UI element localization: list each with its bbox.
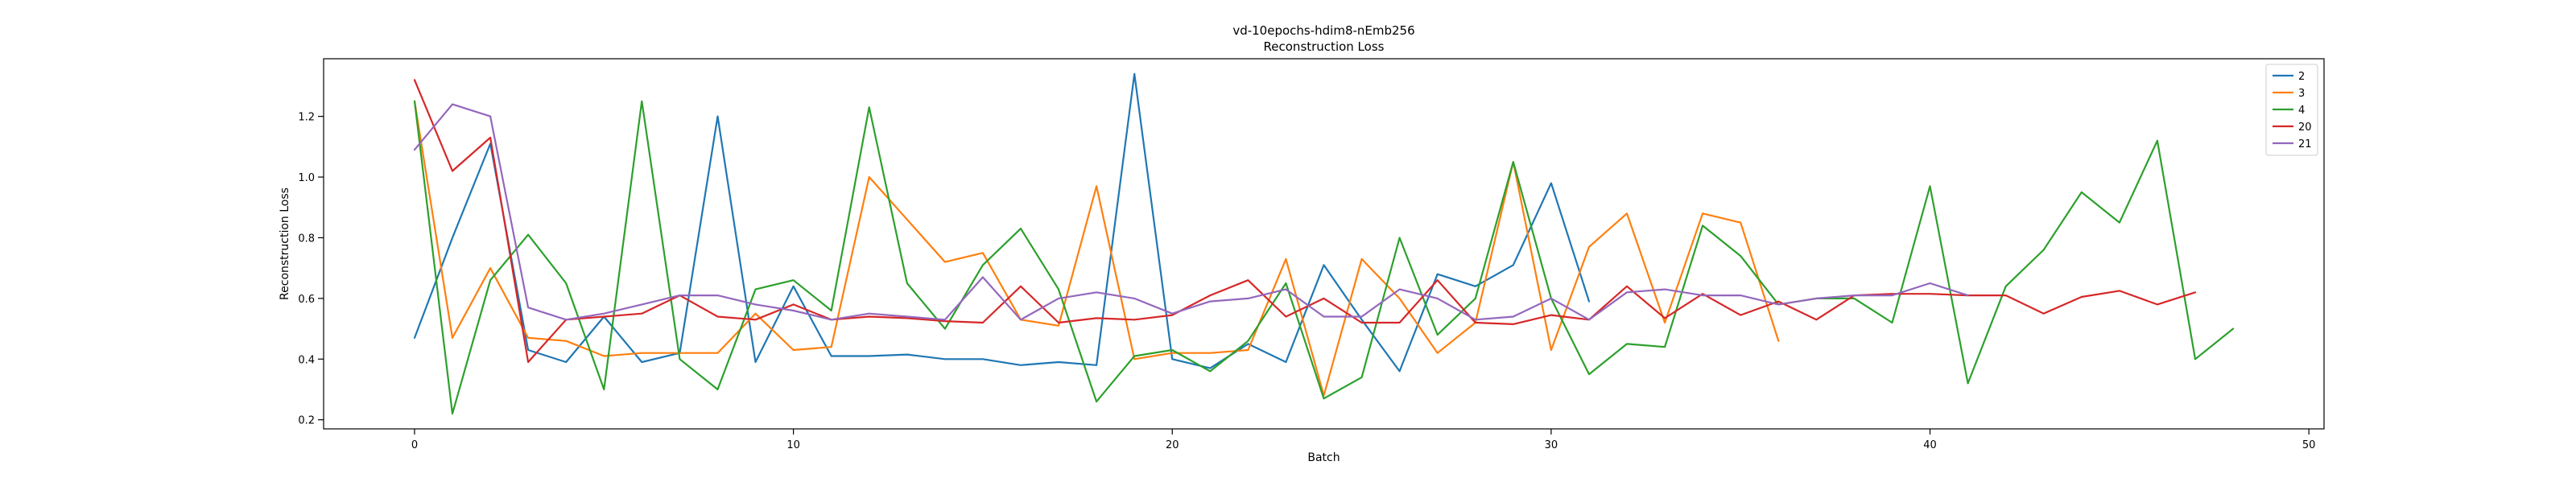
series-line-2 [413, 72, 1591, 373]
x-tick-label: 40 [1923, 439, 1937, 451]
x-tick-label: 0 [411, 439, 418, 451]
x-tick-label: 20 [1166, 439, 1179, 451]
series-line-4 [413, 100, 2235, 415]
x-axis-label: Batch [1307, 451, 1340, 464]
legend-label-2: 2 [2298, 71, 2305, 83]
y-tick-label: 0.2 [298, 415, 315, 427]
y-tick-label: 1.0 [298, 172, 315, 184]
legend-label-3: 3 [2298, 88, 2305, 100]
y-tick-label: 0.4 [298, 354, 315, 366]
series-line-3 [413, 100, 1780, 397]
y-axis-label: Reconstruction Loss [279, 187, 291, 300]
y-tick-label: 1.2 [298, 112, 315, 124]
y-tick-label: 0.8 [298, 233, 315, 245]
x-tick-label: 30 [1545, 439, 1558, 451]
legend-label-21: 21 [2298, 138, 2312, 150]
y-tick-label: 0.6 [298, 294, 315, 306]
x-tick-label: 10 [786, 439, 800, 451]
legend-label-20: 20 [2298, 122, 2312, 134]
x-tick-label: 50 [2302, 439, 2316, 451]
chart-subtitle: Reconstruction Loss [1264, 39, 1385, 54]
axes-frame [323, 58, 2325, 430]
legend-label-4: 4 [2298, 105, 2305, 117]
plot-lines [413, 72, 2235, 415]
chart-title: vd-10epochs-hdim8-nEmb256 [1232, 23, 1414, 38]
y-axis-ticks: 0.2 0.4 0.6 0.8 1.0 1.2 [298, 112, 324, 427]
series-line-21 [413, 103, 1969, 321]
series-line-20 [413, 79, 2197, 364]
x-axis-ticks: 0 10 20 30 40 50 [411, 429, 2316, 451]
legend: 2 3 4 20 21 [2265, 64, 2318, 156]
